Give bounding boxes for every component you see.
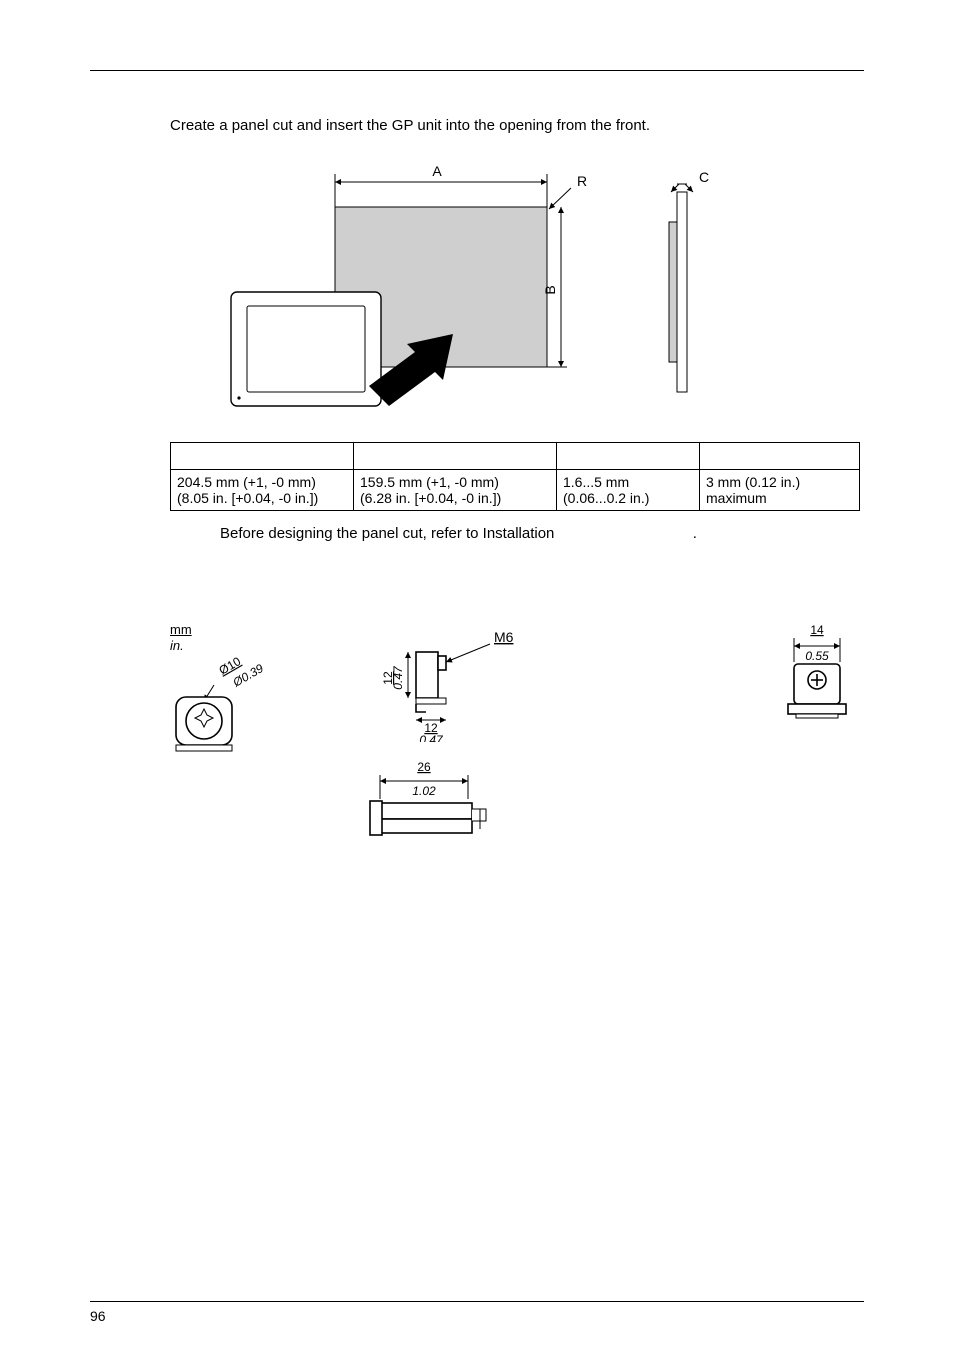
svg-text:0.55: 0.55 [805,649,829,663]
svg-text:26: 26 [417,760,431,774]
panel-cut-diagram: A R B [217,162,737,422]
svg-text:14: 14 [810,623,824,637]
col-b-header [354,443,557,470]
gp-unit-icon [231,292,381,406]
dim-b-label: B [542,285,558,294]
col-a-value: 204.5 mm (+1, -0 mm) (8.05 in. [+0.04, -… [171,470,354,511]
col-a-header [171,443,354,470]
dim-a-label: A [432,163,442,179]
fastener-clip-figure: 14 0.55 [774,622,864,737]
page-number: 96 [90,1308,106,1324]
col-r-header [557,443,700,470]
unit-mm: mm [170,622,192,637]
svg-text:0.47: 0.47 [419,733,444,742]
dimensions-table: 204.5 mm (+1, -0 mm) (8.05 in. [+0.04, -… [170,442,860,511]
col-r-value: 1.6...5 mm (0.06...0.2 in.) [557,470,700,511]
svg-text:M6: M6 [494,629,514,645]
clip-front-icon: 14 0.55 [774,622,864,732]
col-c-value: 3 mm (0.12 in.) maximum [700,470,860,511]
note-suffix: . [693,525,697,542]
dim-c-label: C [699,169,709,185]
unit-in: in. [170,638,184,653]
screw-head-icon: Ø10 Ø0.39 [170,657,280,757]
svg-text:1.02: 1.02 [412,784,436,798]
table-row: 204.5 mm (+1, -0 mm) (8.05 in. [+0.04, -… [171,470,860,511]
screw-side-icon: M6 12 0.47 12 0.47 [350,622,550,742]
col-b-value: 159.5 mm (+1, -0 mm) (6.28 in. [+0.04, -… [354,470,557,511]
note-prefix: Before designing the panel cut, refer to… [220,525,554,542]
design-note: Before designing the panel cut, refer to… [220,525,864,542]
dim-r-label: R [577,173,587,189]
table-row [171,443,860,470]
fastener-side-figure: M6 12 0.47 12 0.47 [350,622,704,854]
panel-side-icon [669,192,687,392]
intro-text: Create a panel cut and insert the GP uni… [170,117,864,134]
col-c-header [700,443,860,470]
svg-text:0.47: 0.47 [391,665,405,690]
screw-depth-icon: 26 1.02 [350,759,520,849]
fastener-front-figure: mm in. Ø10 Ø0.39 [170,622,280,762]
